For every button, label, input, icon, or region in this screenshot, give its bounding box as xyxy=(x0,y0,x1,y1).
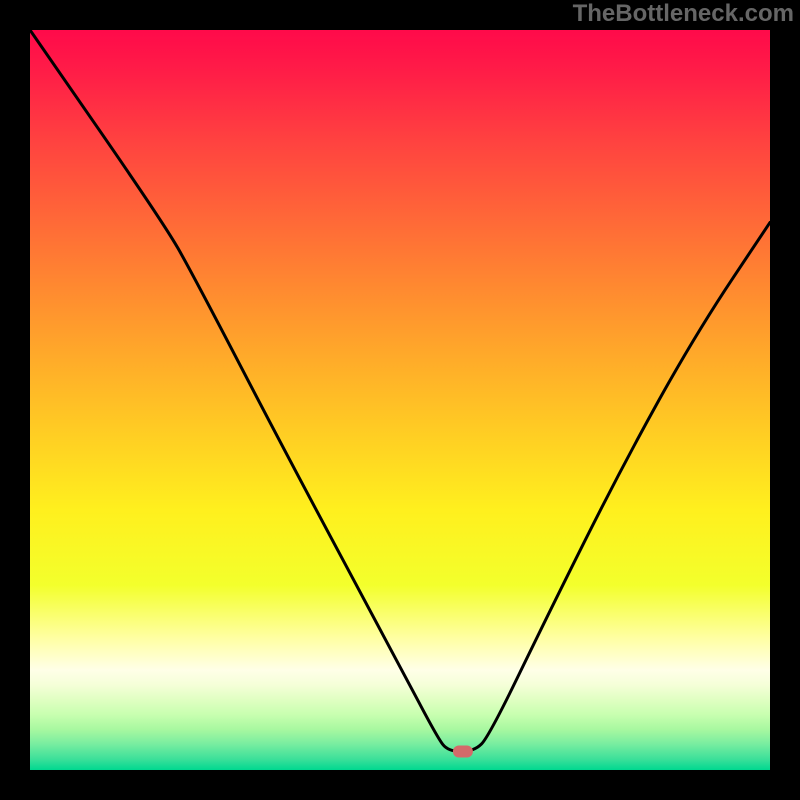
optimal-point-marker xyxy=(453,746,473,758)
watermark-text: TheBottleneck.com xyxy=(573,0,794,28)
bottleneck-chart xyxy=(0,0,800,800)
chart-container: TheBottleneck.com xyxy=(0,0,800,800)
